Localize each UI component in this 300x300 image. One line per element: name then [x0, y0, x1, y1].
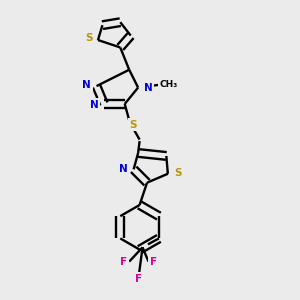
Text: N: N [82, 80, 91, 90]
Text: S: S [129, 120, 137, 130]
Text: N: N [90, 100, 98, 110]
Text: N: N [143, 82, 152, 93]
Text: F: F [120, 257, 128, 267]
Text: F: F [135, 274, 142, 284]
Text: S: S [85, 33, 93, 43]
Text: S: S [174, 168, 182, 178]
Text: N: N [119, 164, 128, 174]
Text: F: F [150, 257, 157, 267]
Text: CH₃: CH₃ [160, 80, 178, 88]
